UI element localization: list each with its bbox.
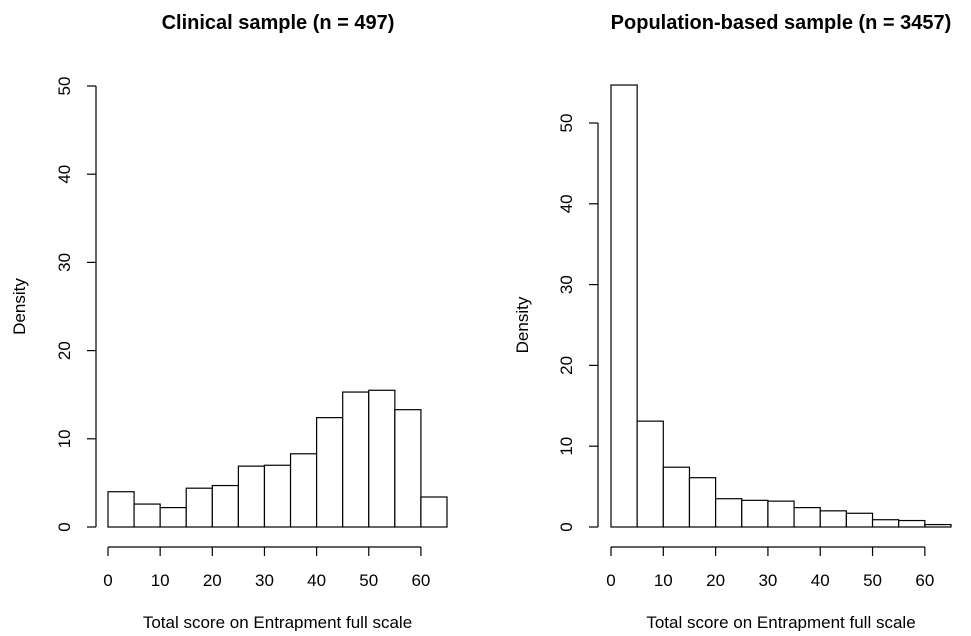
panel-1-y-axis-label: Density <box>10 278 29 335</box>
panel-1-bar <box>420 496 448 528</box>
panel-2-bar <box>924 523 952 528</box>
panel-1-bar <box>342 391 370 528</box>
panel-1-y-tick-label: 20 <box>55 341 74 360</box>
panel-1-bar <box>211 484 239 528</box>
panel-2-x-tick-label: 40 <box>811 571 830 590</box>
panel-1-x-tick-label: 20 <box>203 571 222 590</box>
panel-2-bar <box>610 84 638 528</box>
panel-1-bar <box>237 465 266 528</box>
panel-2-bar <box>662 466 691 528</box>
panel-2-x-tick-label: 60 <box>915 571 934 590</box>
panel-2-x-axis-label: Total score on Entrapment full scale <box>646 613 915 631</box>
panel-2-bar <box>767 500 795 528</box>
panel-2-y-axis-label: Density <box>513 296 532 353</box>
panel-1-bar <box>185 487 213 528</box>
panel-1-bar <box>394 409 422 528</box>
panel-2-bar <box>871 519 900 528</box>
panel-1-y-tick-label: 0 <box>55 522 74 531</box>
panel-1-x-tick-label: 50 <box>359 571 378 590</box>
panel-2-y-tick-label: 10 <box>557 437 576 456</box>
panel-1-x-tick-label: 10 <box>151 571 170 590</box>
panel-2-x-tick-label: 10 <box>654 571 673 590</box>
panel-1-bar <box>263 464 292 528</box>
panel-2-x-tick-label: 0 <box>606 571 615 590</box>
panel-1-bar <box>316 417 344 528</box>
panel-2-bar <box>688 477 717 528</box>
panel-2-y-tick-label: 50 <box>557 114 576 133</box>
panel-2-bar <box>636 420 664 528</box>
panel-2-y-tick-label: 0 <box>557 522 576 531</box>
panel-1-x-tick-label: 0 <box>103 571 112 590</box>
panel-1-bar <box>159 506 187 528</box>
panel-2-bar <box>793 507 821 528</box>
panel-2-x-tick-label: 30 <box>758 571 777 590</box>
panel-1-y-tick-label: 10 <box>55 429 74 448</box>
panel-1-y-tick-label: 50 <box>55 77 74 96</box>
panel-1-x-tick-label: 40 <box>307 571 326 590</box>
panel-2-y-tick-label: 20 <box>557 356 576 375</box>
panel-1-y-tick-label: 40 <box>55 165 74 184</box>
panel-1-bar <box>107 491 135 528</box>
panel-1-title: Clinical sample (n = 497) <box>162 12 395 34</box>
panel-1-x-tick-label: 60 <box>411 571 430 590</box>
panel-1-bar <box>133 503 161 528</box>
panel-1-bar <box>368 389 396 528</box>
panel-2-y-tick-label: 30 <box>557 275 576 294</box>
panel-1-x-axis-label: Total score on Entrapment full scale <box>143 613 412 631</box>
panel-2-bar <box>845 512 874 528</box>
panel-2-x-tick-label: 20 <box>706 571 725 590</box>
panel-2-bar <box>819 510 847 528</box>
panel-2-y-tick-label: 40 <box>557 194 576 213</box>
panel-2-x-tick-label: 50 <box>863 571 882 590</box>
panel-1-x-tick-label: 30 <box>255 571 274 590</box>
panel-2-bar <box>898 519 926 528</box>
panel-1-bar <box>289 453 318 528</box>
panel-2-bar <box>741 499 769 528</box>
panel-1-y-tick-label: 30 <box>55 253 74 272</box>
panel-2-title: Population-based sample (n = 3457) <box>611 12 952 34</box>
panel-2-bar <box>715 498 743 528</box>
